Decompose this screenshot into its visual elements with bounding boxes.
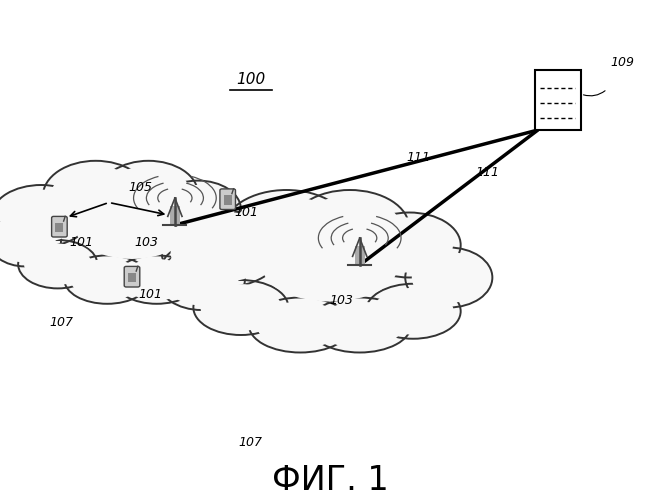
Ellipse shape	[71, 259, 144, 300]
Ellipse shape	[223, 190, 350, 270]
Ellipse shape	[99, 161, 198, 227]
Ellipse shape	[43, 161, 148, 231]
Ellipse shape	[66, 194, 198, 264]
Ellipse shape	[366, 284, 461, 339]
Ellipse shape	[249, 298, 352, 352]
Text: 101: 101	[234, 206, 258, 219]
Ellipse shape	[300, 196, 400, 260]
Ellipse shape	[290, 190, 409, 265]
Ellipse shape	[162, 244, 241, 292]
FancyBboxPatch shape	[124, 266, 140, 287]
Ellipse shape	[24, 244, 91, 285]
Ellipse shape	[412, 252, 486, 303]
Ellipse shape	[405, 248, 492, 308]
FancyBboxPatch shape	[170, 206, 180, 225]
FancyBboxPatch shape	[55, 222, 63, 232]
Ellipse shape	[358, 212, 461, 278]
FancyBboxPatch shape	[51, 216, 67, 237]
FancyBboxPatch shape	[354, 246, 365, 265]
Ellipse shape	[193, 280, 288, 335]
Ellipse shape	[195, 212, 267, 264]
Ellipse shape	[316, 302, 403, 348]
Ellipse shape	[257, 302, 344, 348]
Ellipse shape	[51, 166, 141, 226]
Ellipse shape	[76, 199, 188, 259]
Text: 107: 107	[239, 436, 263, 449]
Text: 100: 100	[236, 72, 265, 88]
Ellipse shape	[373, 288, 453, 335]
Text: 107: 107	[50, 316, 73, 329]
Text: 101: 101	[69, 236, 93, 249]
Ellipse shape	[201, 284, 281, 331]
Ellipse shape	[120, 259, 193, 300]
Ellipse shape	[162, 185, 234, 234]
Text: 101: 101	[139, 288, 162, 302]
FancyBboxPatch shape	[535, 70, 581, 130]
FancyBboxPatch shape	[220, 189, 236, 210]
Ellipse shape	[155, 180, 241, 238]
FancyBboxPatch shape	[224, 195, 232, 205]
Ellipse shape	[18, 240, 98, 288]
Text: ФИГ. 1: ФИГ. 1	[272, 464, 388, 496]
Text: 111: 111	[475, 166, 499, 179]
Ellipse shape	[232, 196, 341, 264]
FancyBboxPatch shape	[128, 272, 136, 282]
Ellipse shape	[106, 166, 191, 222]
Ellipse shape	[114, 256, 199, 304]
Text: 105: 105	[129, 181, 152, 194]
Ellipse shape	[0, 185, 91, 246]
Ellipse shape	[64, 256, 150, 304]
Ellipse shape	[0, 214, 61, 266]
Ellipse shape	[0, 190, 83, 242]
Ellipse shape	[170, 223, 272, 282]
Ellipse shape	[308, 298, 411, 352]
Ellipse shape	[158, 250, 245, 310]
Ellipse shape	[164, 254, 238, 306]
Text: 103: 103	[329, 294, 353, 306]
Text: 109: 109	[610, 56, 634, 69]
Ellipse shape	[251, 228, 409, 308]
Text: 103: 103	[135, 236, 158, 249]
Ellipse shape	[162, 218, 280, 288]
Ellipse shape	[0, 218, 55, 262]
Ellipse shape	[366, 218, 453, 272]
Ellipse shape	[263, 234, 397, 302]
Ellipse shape	[168, 247, 235, 288]
Ellipse shape	[200, 216, 262, 260]
Text: 111: 111	[406, 151, 430, 164]
